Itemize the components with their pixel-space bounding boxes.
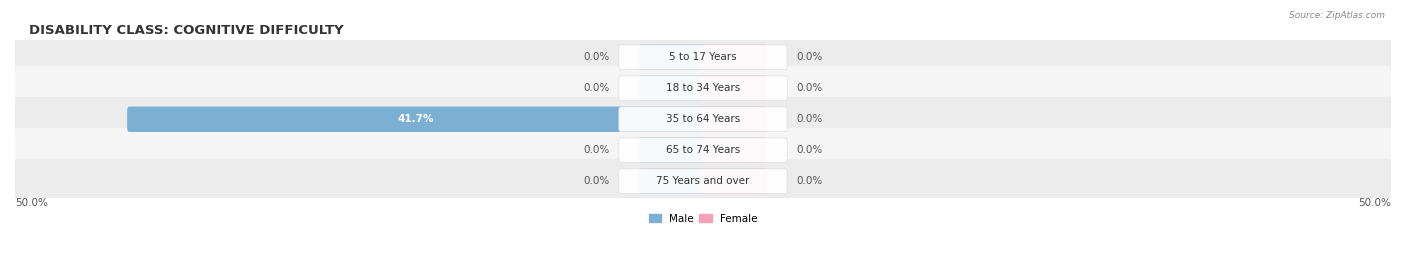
Text: 50.0%: 50.0%: [15, 198, 48, 208]
FancyBboxPatch shape: [14, 159, 1392, 204]
Text: 0.0%: 0.0%: [797, 114, 823, 124]
Text: 50.0%: 50.0%: [1358, 198, 1391, 208]
FancyBboxPatch shape: [14, 35, 1392, 80]
Text: 0.0%: 0.0%: [583, 176, 609, 186]
Text: 0.0%: 0.0%: [797, 52, 823, 62]
FancyBboxPatch shape: [619, 138, 787, 163]
FancyBboxPatch shape: [619, 107, 787, 132]
Legend: Male, Female: Male, Female: [644, 210, 762, 228]
FancyBboxPatch shape: [702, 76, 768, 101]
Text: 0.0%: 0.0%: [797, 145, 823, 155]
FancyBboxPatch shape: [638, 168, 704, 194]
FancyBboxPatch shape: [638, 137, 704, 163]
FancyBboxPatch shape: [619, 76, 787, 101]
FancyBboxPatch shape: [638, 45, 704, 70]
Text: 35 to 64 Years: 35 to 64 Years: [666, 114, 740, 124]
Text: 65 to 74 Years: 65 to 74 Years: [666, 145, 740, 155]
FancyBboxPatch shape: [619, 45, 787, 70]
Text: 5 to 17 Years: 5 to 17 Years: [669, 52, 737, 62]
Text: 0.0%: 0.0%: [797, 83, 823, 93]
FancyBboxPatch shape: [702, 45, 768, 70]
FancyBboxPatch shape: [14, 66, 1392, 111]
Text: 0.0%: 0.0%: [583, 145, 609, 155]
Text: 18 to 34 Years: 18 to 34 Years: [666, 83, 740, 93]
FancyBboxPatch shape: [638, 76, 704, 101]
FancyBboxPatch shape: [14, 128, 1392, 173]
FancyBboxPatch shape: [14, 97, 1392, 141]
FancyBboxPatch shape: [619, 169, 787, 194]
Text: 75 Years and over: 75 Years and over: [657, 176, 749, 186]
Text: 41.7%: 41.7%: [398, 114, 434, 124]
FancyBboxPatch shape: [702, 168, 768, 194]
Text: 0.0%: 0.0%: [583, 83, 609, 93]
FancyBboxPatch shape: [702, 137, 768, 163]
FancyBboxPatch shape: [702, 107, 768, 132]
Text: Source: ZipAtlas.com: Source: ZipAtlas.com: [1289, 11, 1385, 20]
Text: DISABILITY CLASS: COGNITIVE DIFFICULTY: DISABILITY CLASS: COGNITIVE DIFFICULTY: [28, 24, 343, 37]
Text: 0.0%: 0.0%: [797, 176, 823, 186]
Text: 0.0%: 0.0%: [583, 52, 609, 62]
FancyBboxPatch shape: [127, 107, 704, 132]
